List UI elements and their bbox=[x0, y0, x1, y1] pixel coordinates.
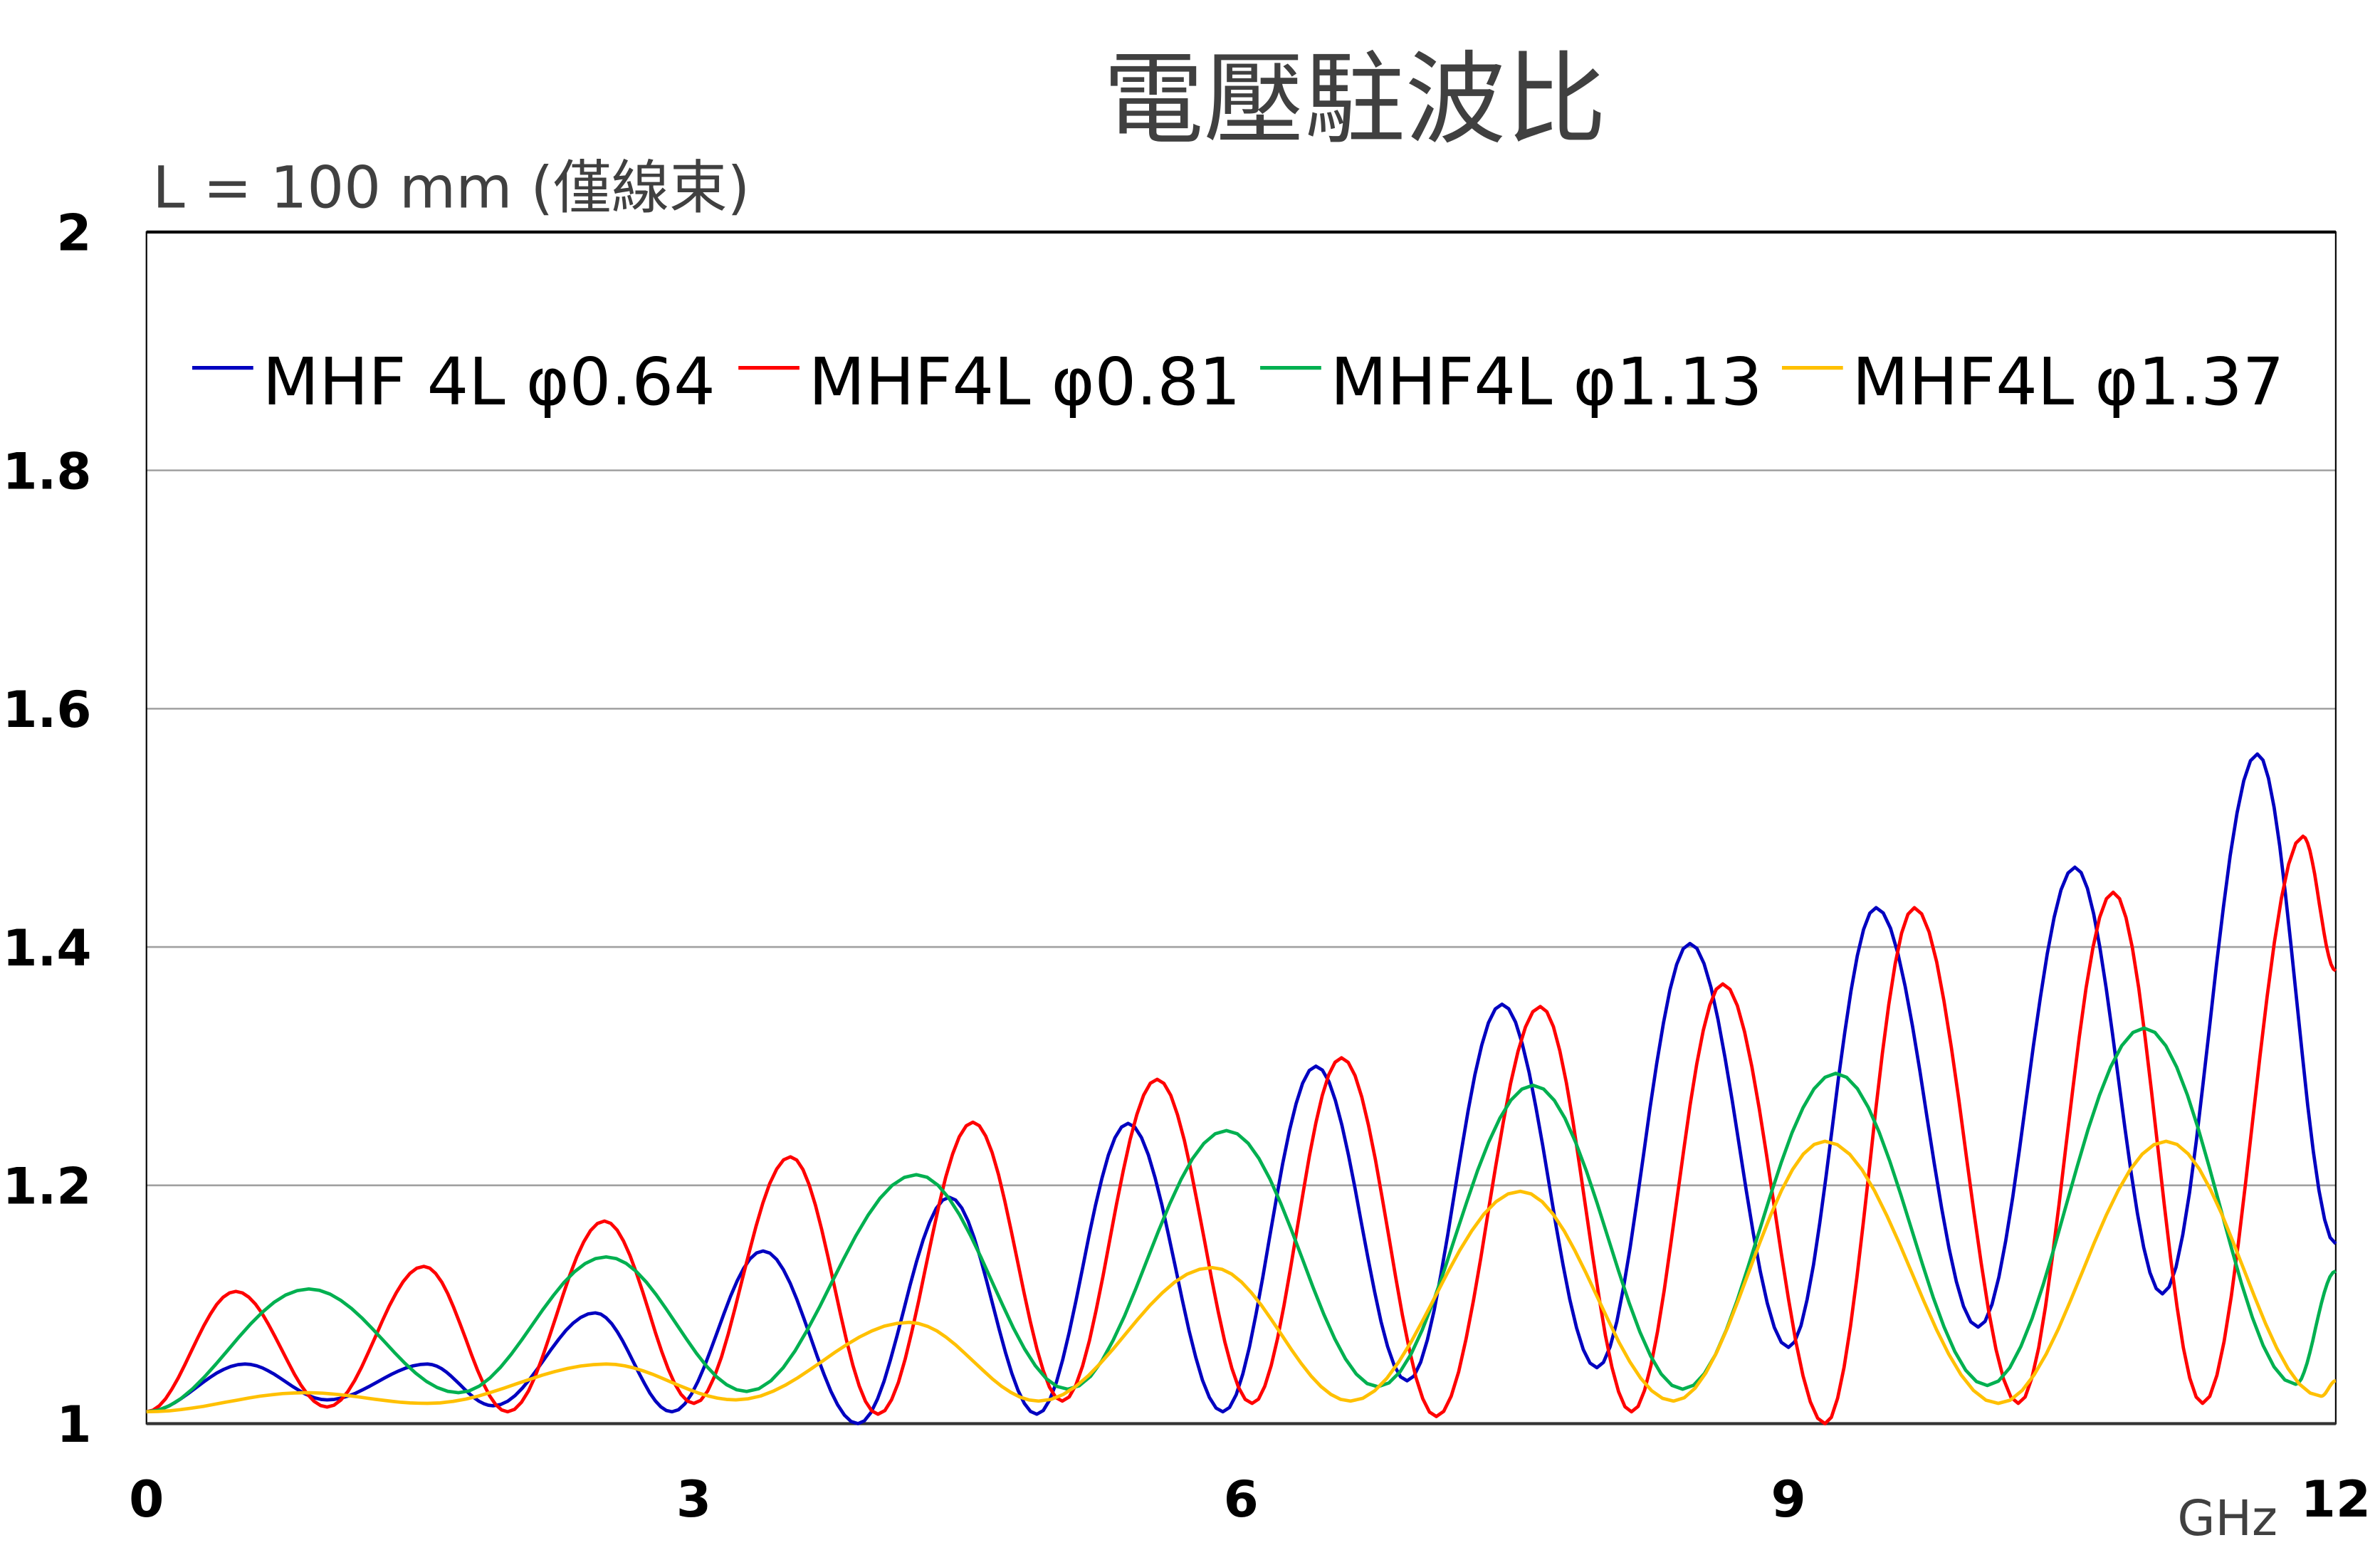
legend-label: MHF4L φ0.81 bbox=[809, 343, 1241, 420]
series-line-1 bbox=[146, 834, 2337, 1425]
x-tick-label: 9 bbox=[1771, 1470, 1805, 1529]
series-line-3 bbox=[146, 1139, 2337, 1414]
x-tick-labels: 0 3 6 9 12 bbox=[129, 1470, 2371, 1529]
y-tick-label: 2 bbox=[56, 204, 91, 263]
x-axis-unit-label: GHz bbox=[2177, 1490, 2277, 1547]
legend-label: MHF4L φ1.13 bbox=[1331, 343, 1763, 420]
x-tick-label: 0 bbox=[129, 1470, 164, 1529]
legend: MHF 4L φ0.64 MHF4L φ0.81 MHF4L φ1.13 MHF4L … bbox=[192, 343, 2284, 420]
legend-label: MHF4L φ1.37 bbox=[1852, 343, 2285, 420]
y-tick-label: 1 bbox=[56, 1395, 91, 1454]
y-tick-label: 1.8 bbox=[2, 441, 91, 501]
y-tick-label: 1.2 bbox=[2, 1157, 91, 1216]
y-tick-labels: 1 1.2 1.4 1.6 1.8 2 bbox=[2, 204, 91, 1455]
y-tick-label: 1.4 bbox=[2, 918, 91, 978]
x-tick-label: 3 bbox=[676, 1470, 711, 1529]
x-tick-label: 12 bbox=[2301, 1470, 2371, 1529]
chart-title: 電壓駐波比 bbox=[1103, 42, 1606, 159]
y-tick-label: 1.6 bbox=[2, 680, 91, 739]
x-tick-label: 6 bbox=[1224, 1470, 1259, 1529]
gridlines bbox=[146, 469, 2336, 1187]
chart-subtitle: L = 100 mm (僅線束) bbox=[152, 155, 750, 222]
series-line-0 bbox=[146, 752, 2337, 1425]
series-lines bbox=[146, 752, 2337, 1425]
legend-label: MHF 4L φ0.64 bbox=[263, 343, 715, 420]
series-line-2 bbox=[146, 1026, 2337, 1414]
